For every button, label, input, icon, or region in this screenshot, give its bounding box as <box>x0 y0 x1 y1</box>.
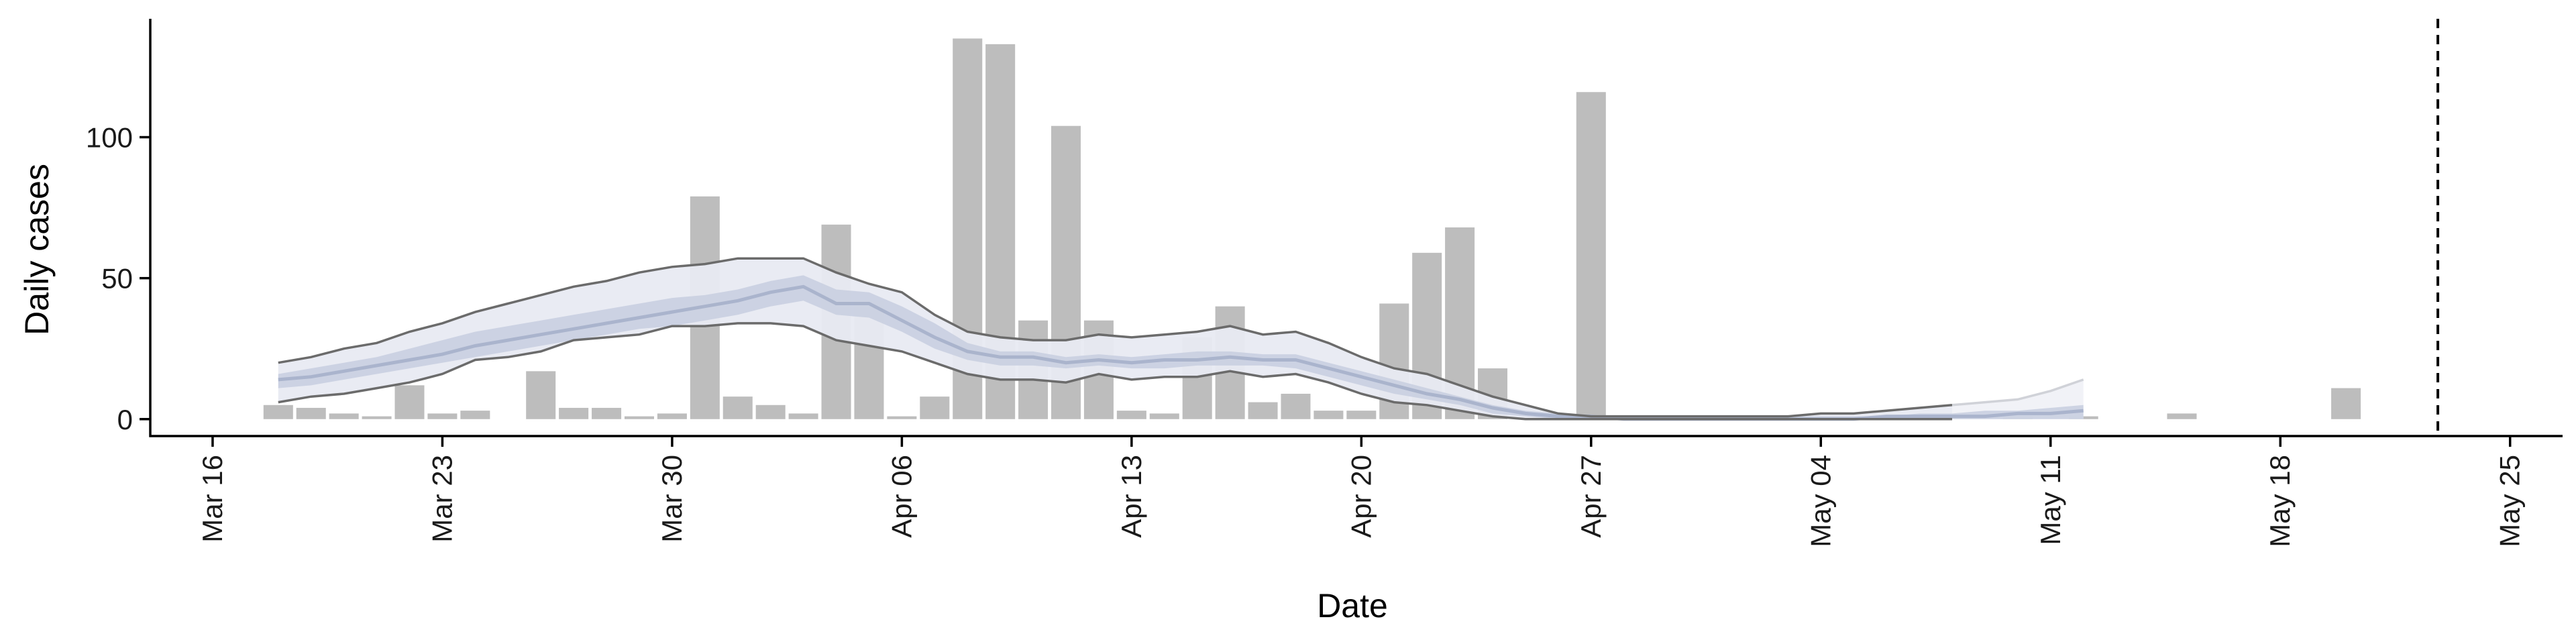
bar <box>1576 92 1606 419</box>
x-tick-label: Apr 27 <box>1575 455 1607 538</box>
bar <box>329 413 359 419</box>
forecast-upper-line <box>1951 378 2084 407</box>
lower-bound-line <box>278 322 1952 421</box>
x-tick-label: May 04 <box>1805 455 1836 547</box>
y-tick-label: 100 <box>86 122 133 154</box>
x-tick-label: Mar 30 <box>656 455 688 543</box>
plot-area <box>263 19 2440 436</box>
y-tick-label: 50 <box>101 263 133 294</box>
x-tick-label: Apr 06 <box>885 455 917 538</box>
bar <box>887 416 917 419</box>
bar <box>1281 393 1311 419</box>
bar <box>362 416 392 419</box>
bar <box>1248 402 1278 419</box>
x-tick-label: May 18 <box>2264 455 2296 547</box>
x-tick-label: May 11 <box>2035 455 2066 545</box>
upper-bound-line <box>278 257 1953 418</box>
bar <box>263 405 293 419</box>
axes: 0 50 100 Mar 16 Mar 23 Mar 30 Apr 06 Apr 13 Apr… <box>86 19 2563 547</box>
bar <box>559 407 589 419</box>
x-tick-label: Mar 16 <box>197 455 228 543</box>
bar <box>526 371 556 419</box>
y-axis-title: Daily cases <box>18 164 56 335</box>
x-tick-label: Apr 13 <box>1116 455 1147 538</box>
bar <box>427 413 458 419</box>
bar <box>920 396 950 419</box>
bar <box>2167 413 2197 419</box>
bar <box>624 416 655 419</box>
y-ticks: 0 50 100 <box>86 122 150 435</box>
bar <box>394 385 425 419</box>
bar <box>592 407 622 419</box>
x-tick-label: Mar 23 <box>426 455 458 543</box>
bar <box>788 413 818 419</box>
bar <box>1149 413 1179 419</box>
y-tick-label: 0 <box>117 404 133 435</box>
bar <box>1116 411 1146 419</box>
x-axis-title: Date <box>1317 587 1388 625</box>
bar <box>657 413 687 419</box>
bar <box>1313 411 1344 419</box>
x-tick-label: May 25 <box>2494 455 2526 547</box>
bar <box>1346 411 1377 419</box>
x-tick-label: Apr 20 <box>1345 455 1377 538</box>
bar <box>2331 388 2361 419</box>
inner-interval-band <box>278 275 2084 419</box>
bar <box>296 407 326 419</box>
x-ticks: Mar 16 Mar 23 Mar 30 Apr 06 Apr 13 Apr 20 Apr … <box>197 436 2526 547</box>
bar <box>755 405 786 419</box>
bar <box>460 411 490 419</box>
bar <box>722 396 753 419</box>
estimate-series <box>278 257 2084 421</box>
